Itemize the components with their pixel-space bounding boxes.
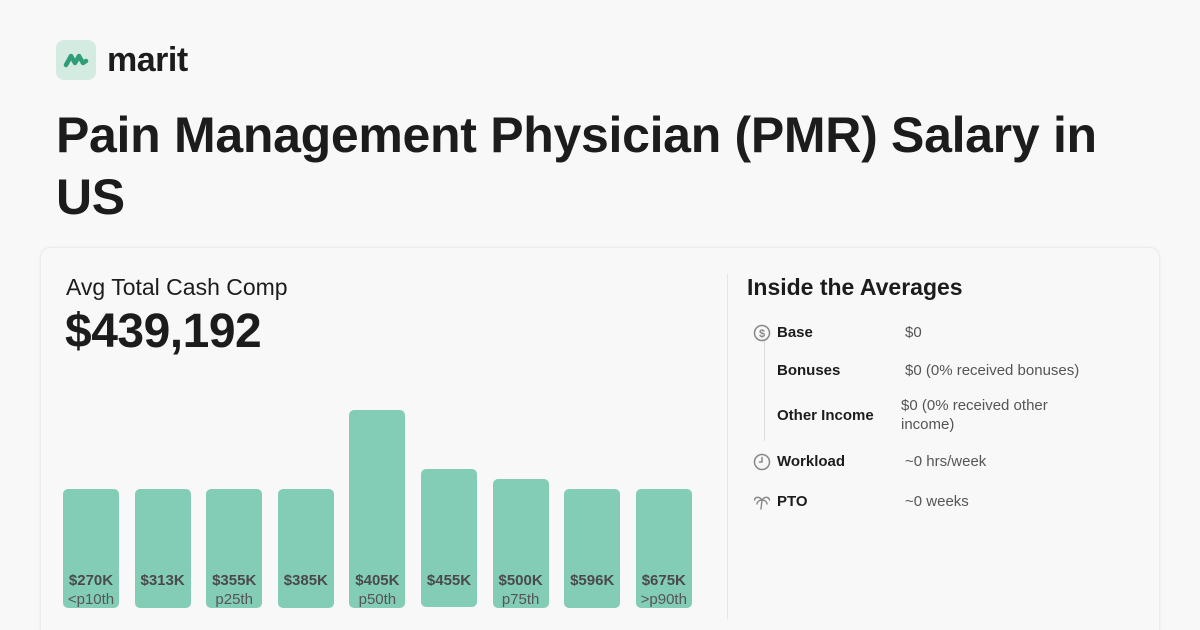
salary-bar-chart (63, 348, 703, 608)
chart-bar (134, 489, 191, 608)
logo-badge (56, 40, 96, 80)
row-value: $0 (0% received other income) (901, 397, 1048, 433)
x-tick-percentile: p50th (358, 591, 397, 608)
x-tick-percentile: <p10th (67, 591, 115, 608)
row-pto: PTO ~0 weeks (747, 492, 1115, 511)
chart-bar (564, 489, 621, 608)
x-tick-label: $385K (270, 572, 342, 590)
x-tick-label: $500K p75th (485, 572, 557, 610)
row-label: Workload (777, 453, 846, 470)
x-tick-value: $500K (498, 572, 543, 589)
svg-text:$: $ (759, 328, 765, 340)
row-label: Base (777, 324, 813, 341)
chart-bar (635, 489, 692, 608)
chart-bar (206, 489, 263, 608)
x-tick-value: $355K (212, 572, 257, 589)
chart-bar (63, 489, 119, 608)
chart-x-labels: $270K <p10th $313K $355K p25th $385K $405K p50t… (63, 572, 723, 622)
x-tick-value: $596K (570, 572, 615, 589)
row-label: PTO (777, 493, 808, 510)
summary-value: $439,192 (65, 305, 262, 358)
x-tick-value: $455K (426, 572, 472, 589)
x-tick-value: $385K (283, 572, 328, 589)
brand-logo[interactable]: marit (56, 40, 188, 80)
x-tick-label: $313K (127, 572, 199, 590)
x-tick-label: $455K (413, 572, 485, 590)
row-label: Bonuses (777, 362, 841, 379)
x-tick-value: $270K (68, 572, 114, 589)
dollar-circle-icon: $ (747, 324, 777, 342)
x-tick-label: $355K p25th (198, 572, 270, 610)
breakdown-connector-line (764, 341, 765, 441)
row-value: ~0 weeks (905, 493, 969, 510)
x-tick-percentile: >p90th (640, 591, 687, 608)
row-workload: Workload ~0 hrs/week (747, 452, 1115, 471)
palm-tree-icon (747, 493, 777, 511)
chart-bar (492, 479, 549, 608)
chart-bar (421, 469, 477, 607)
chart-bar (277, 489, 334, 608)
brand-name: marit (107, 41, 188, 79)
x-tick-label: $405K p50th (341, 572, 413, 610)
row-value: $0 (0% received bonuses) (905, 362, 1080, 379)
x-tick-value: $675K (641, 572, 686, 589)
chart-bar (349, 410, 406, 608)
row-value: ~0 hrs/week (905, 453, 987, 470)
row-bonuses: Bonuses $0 (0% received bonuses) (747, 361, 1115, 380)
x-tick-label: $596K (556, 572, 628, 590)
marit-logo-icon (63, 53, 89, 68)
row-other-income: Other Income $0 (0% received other incom… (747, 396, 1091, 434)
inside-title: Inside the Averages (747, 274, 963, 300)
x-tick-value: $313K (140, 572, 185, 589)
x-tick-label: $675K >p90th (628, 572, 700, 610)
page-title: Pain Management Physician (PMR) Salary i… (56, 107, 1097, 225)
x-tick-value: $405K (355, 572, 400, 589)
clock-icon (747, 453, 777, 471)
row-value: $0 (905, 324, 922, 341)
x-tick-label: $270K <p10th (55, 572, 127, 610)
x-tick-percentile: p75th (501, 591, 540, 608)
card-divider (727, 274, 728, 619)
row-base: $ Base $0 (747, 323, 1115, 342)
summary-label: Avg Total Cash Comp (66, 274, 288, 300)
x-tick-percentile: p25th (215, 591, 253, 608)
row-label: Other Income (777, 406, 874, 424)
salary-card: Avg Total Cash Comp $439,192 $270K <p10th… (40, 247, 1160, 630)
